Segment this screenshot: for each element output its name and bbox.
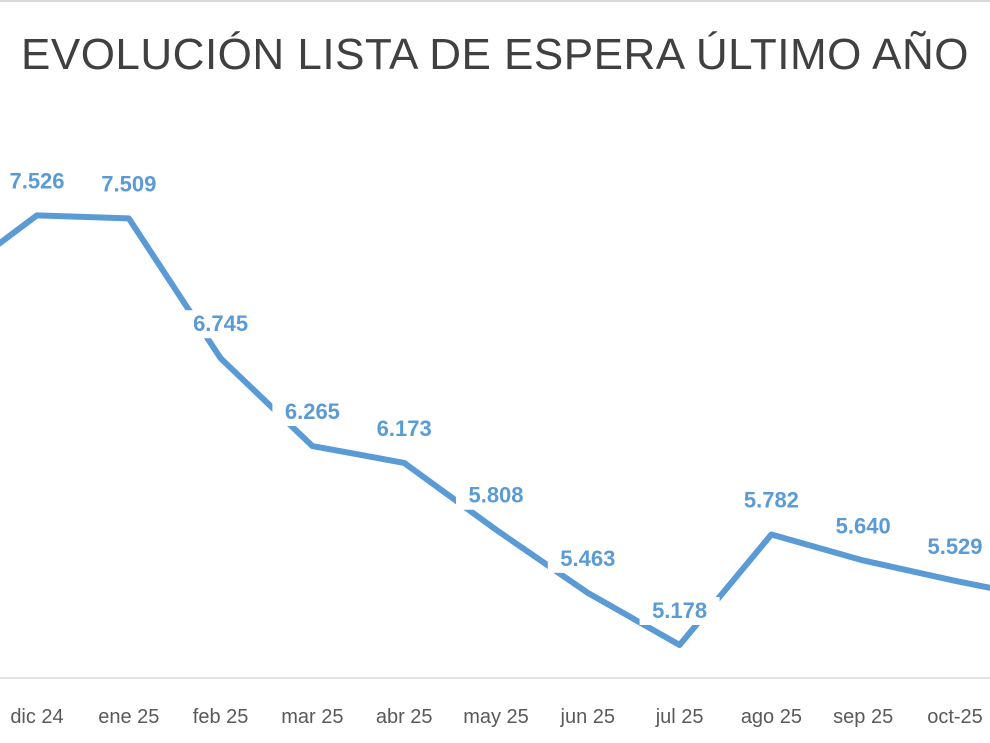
data-label-bg bbox=[547, 544, 628, 573]
data-label: 7.526 bbox=[9, 168, 64, 193]
data-label: 7.509 bbox=[101, 171, 156, 196]
x-tick-label: sep 25 bbox=[833, 706, 893, 728]
top-border bbox=[0, 0, 990, 2]
x-tick-label: jul 25 bbox=[655, 706, 704, 728]
data-label-bg bbox=[180, 310, 261, 339]
data-label: 5.463 bbox=[560, 546, 615, 571]
x-tick-label: dic 24 bbox=[10, 706, 63, 728]
x-tick-label: jun 25 bbox=[560, 706, 616, 728]
data-label: 5.808 bbox=[468, 483, 523, 508]
data-label: 6.745 bbox=[193, 311, 248, 336]
x-tick-label: ago 25 bbox=[741, 706, 802, 728]
data-label: 6.173 bbox=[377, 416, 432, 441]
data-label-bg bbox=[272, 398, 353, 427]
x-tick-label: ene 25 bbox=[98, 706, 159, 728]
x-tick-label: abr 25 bbox=[376, 706, 433, 728]
data-label-bg bbox=[364, 414, 445, 443]
data-label-bg bbox=[88, 170, 169, 199]
x-tick-label: feb 25 bbox=[193, 706, 249, 728]
data-label-bg bbox=[456, 481, 536, 510]
chart-title: EVOLUCIÓN LISTA DE ESPERA ÚLTIMO AÑO bbox=[21, 30, 969, 79]
x-tick-label: may 25 bbox=[463, 706, 529, 728]
data-label: 6.265 bbox=[285, 399, 340, 424]
x-tick-label: oct-25 bbox=[927, 706, 983, 728]
data-label-bg bbox=[915, 532, 990, 561]
data-label: 5.782 bbox=[744, 487, 799, 512]
data-label: 5.640 bbox=[836, 513, 891, 538]
data-label: 5.529 bbox=[927, 534, 982, 559]
data-label-bg bbox=[0, 167, 77, 196]
series-line bbox=[0, 212, 990, 648]
data-label: 5.178 bbox=[652, 598, 707, 623]
data-label-bg bbox=[639, 597, 720, 625]
data-label-bg bbox=[823, 512, 904, 541]
data-label-bg bbox=[731, 486, 812, 515]
x-tick-label: mar 25 bbox=[281, 706, 343, 728]
